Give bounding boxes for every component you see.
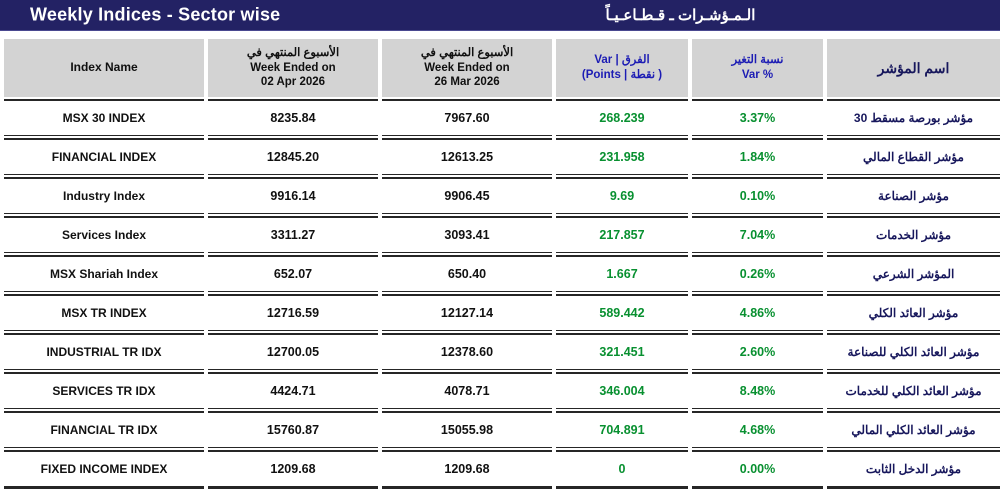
var-percent-cell: 0.26% (692, 255, 823, 292)
header-var-points: Var | الفرق (Points | نقطة ) (556, 39, 688, 97)
table-row: MSX 30 INDEX 8235.84 7967.60 268.239 3.3… (4, 99, 1000, 136)
var-points-cell: 0 (556, 450, 688, 489)
index-name-arabic-cell: مؤشر العائد الكلي المالي (827, 411, 1000, 448)
week1-value-cell: 12700.05 (208, 333, 378, 370)
page-title-english: Weekly Indices - Sector wise (30, 4, 281, 25)
var-percent-cell: 0.10% (692, 177, 823, 214)
index-name-arabic-cell: المؤشر الشرعي (827, 255, 1000, 292)
header-week2-arabic: الأسبوع المنتهي في (420, 46, 514, 59)
week2-value-cell: 15055.98 (382, 411, 552, 448)
var-percent-cell: 4.86% (692, 294, 823, 331)
index-name-cell: FIXED INCOME INDEX (4, 450, 204, 489)
header-index-name: Index Name (4, 39, 204, 97)
table-row: SERVICES TR IDX 4424.71 4078.71 346.004 … (4, 372, 1000, 409)
var-points-cell: 589.442 (556, 294, 688, 331)
week1-value-cell: 15760.87 (208, 411, 378, 448)
var-points-cell: 704.891 (556, 411, 688, 448)
var-percent-cell: 2.60% (692, 333, 823, 370)
week2-value-cell: 1209.68 (382, 450, 552, 489)
var-points-cell: 231.958 (556, 138, 688, 175)
index-name-cell: MSX Shariah Index (4, 255, 204, 292)
week1-value-cell: 3311.27 (208, 216, 378, 253)
header-index-name-label: Index Name (70, 60, 138, 75)
var-percent-cell: 8.48% (692, 372, 823, 409)
week2-value-cell: 4078.71 (382, 372, 552, 409)
index-name-cell: FINANCIAL INDEX (4, 138, 204, 175)
indices-table: Index Name الأسبوع المنتهي في Week Ended… (0, 37, 1000, 491)
index-name-arabic-cell: مؤشر العائد الكلي للصناعة (827, 333, 1000, 370)
var-points-cell: 268.239 (556, 99, 688, 136)
index-name-arabic-cell: مؤشر العائد الكلي (827, 294, 1000, 331)
week2-value-cell: 12127.14 (382, 294, 552, 331)
var-percent-cell: 7.04% (692, 216, 823, 253)
page-title-arabic: الـمـؤشـرات ـ قـطـاعـيـاً (605, 7, 756, 24)
index-name-cell: INDUSTRIAL TR IDX (4, 333, 204, 370)
table-row: FIXED INCOME INDEX 1209.68 1209.68 0 0.0… (4, 450, 1000, 489)
table-row: Services Index 3311.27 3093.41 217.857 7… (4, 216, 1000, 253)
var-points-cell: 321.451 (556, 333, 688, 370)
week2-value-cell: 7967.60 (382, 99, 552, 136)
table-row: FINANCIAL INDEX 12845.20 12613.25 231.95… (4, 138, 1000, 175)
header-var-points-line2: (Points | نقطة ) (581, 69, 663, 81)
week1-value-cell: 8235.84 (208, 99, 378, 136)
table-row: Industry Index 9916.14 9906.45 9.69 0.10… (4, 177, 1000, 214)
header-week-2: الأسبوع المنتهي في Week Ended on 26 Mar … (382, 39, 552, 97)
week1-value-cell: 1209.68 (208, 450, 378, 489)
index-name-arabic-cell: مؤشر الدخل الثابت (827, 450, 1000, 489)
index-name-cell: MSX TR INDEX (4, 294, 204, 331)
week2-value-cell: 12378.60 (382, 333, 552, 370)
week1-value-cell: 12845.20 (208, 138, 378, 175)
header-var-percent: نسبة التغير Var % (692, 39, 823, 97)
var-percent-cell: 3.37% (692, 99, 823, 136)
index-name-cell: FINANCIAL TR IDX (4, 411, 204, 448)
index-name-arabic-cell: مؤشر الخدمات (827, 216, 1000, 253)
header-var-points-line1: Var | الفرق (594, 54, 650, 67)
var-points-cell: 217.857 (556, 216, 688, 253)
week2-value-cell: 9906.45 (382, 177, 552, 214)
header-week2-date: 26 Mar 2026 (434, 76, 500, 89)
var-points-cell: 1.667 (556, 255, 688, 292)
index-name-arabic-cell: مؤشر العائد الكلي للخدمات (827, 372, 1000, 409)
var-percent-cell: 4.68% (692, 411, 823, 448)
header-week1-date: 02 Apr 2026 (260, 76, 326, 89)
table-row: INDUSTRIAL TR IDX 12700.05 12378.60 321.… (4, 333, 1000, 370)
table-header-row: Index Name الأسبوع المنتهي في Week Ended… (4, 39, 1000, 97)
index-name-cell: SERVICES TR IDX (4, 372, 204, 409)
header-week1-english: Week Ended on (250, 61, 336, 74)
var-percent-cell: 0.00% (692, 450, 823, 489)
week1-value-cell: 4424.71 (208, 372, 378, 409)
var-percent-cell: 1.84% (692, 138, 823, 175)
header-index-name-arabic: اسم المؤشر (827, 39, 1000, 97)
index-name-arabic-cell: مؤشر بورصة مسقط 30 (827, 99, 1000, 136)
header-var-percent-line1: نسبة التغير (731, 54, 784, 67)
index-name-arabic-cell: مؤشر القطاع المالي (827, 138, 1000, 175)
week2-value-cell: 12613.25 (382, 138, 552, 175)
header-week1-arabic: الأسبوع المنتهي في (246, 46, 340, 59)
title-bar: Weekly Indices - Sector wise الـمـؤشـرات… (0, 0, 1000, 31)
header-index-name-arabic-label: اسم المؤشر (877, 59, 950, 76)
var-points-cell: 346.004 (556, 372, 688, 409)
week1-value-cell: 652.07 (208, 255, 378, 292)
var-points-cell: 9.69 (556, 177, 688, 214)
header-week2-english: Week Ended on (424, 61, 510, 74)
index-name-cell: MSX 30 INDEX (4, 99, 204, 136)
week1-value-cell: 12716.59 (208, 294, 378, 331)
header-week-1: الأسبوع المنتهي في Week Ended on 02 Apr … (208, 39, 378, 97)
index-name-cell: Industry Index (4, 177, 204, 214)
table-row: FINANCIAL TR IDX 15760.87 15055.98 704.8… (4, 411, 1000, 448)
table-row: MSX TR INDEX 12716.59 12127.14 589.442 4… (4, 294, 1000, 331)
week1-value-cell: 9916.14 (208, 177, 378, 214)
header-var-percent-line2: Var % (741, 69, 774, 81)
table-row: MSX Shariah Index 652.07 650.40 1.667 0.… (4, 255, 1000, 292)
index-name-cell: Services Index (4, 216, 204, 253)
week2-value-cell: 650.40 (382, 255, 552, 292)
index-name-arabic-cell: مؤشر الصناعة (827, 177, 1000, 214)
table-body: MSX 30 INDEX 8235.84 7967.60 268.239 3.3… (4, 99, 1000, 489)
week2-value-cell: 3093.41 (382, 216, 552, 253)
